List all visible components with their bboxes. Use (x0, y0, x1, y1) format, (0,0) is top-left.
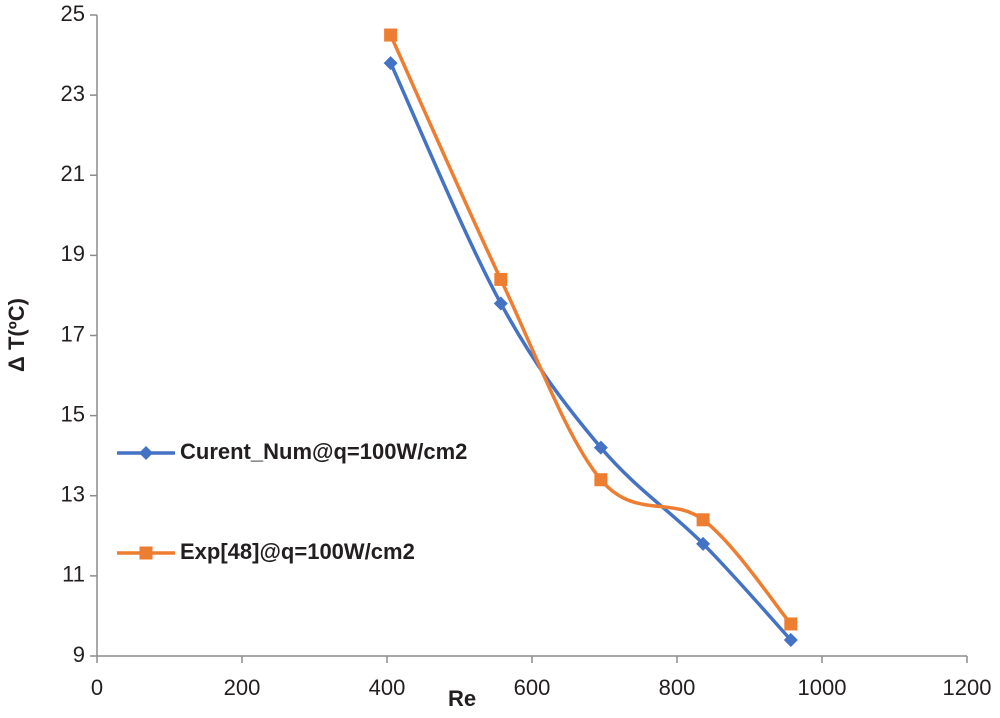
x-tick-label: 1000 (798, 675, 847, 700)
marker (696, 513, 710, 527)
y-tick-label: 15 (61, 401, 85, 426)
x-tick-label: 600 (514, 675, 551, 700)
legend-marker (139, 546, 153, 560)
y-tick-label: 11 (62, 562, 85, 587)
y-tick-label: 19 (61, 241, 85, 266)
x-tick-label: 200 (224, 675, 261, 700)
x-tick-label: 0 (91, 675, 103, 700)
x-tick-label: 800 (659, 675, 696, 700)
marker (494, 272, 508, 286)
marker (383, 56, 398, 71)
series-line (389, 34, 793, 626)
marker (784, 617, 798, 631)
legend-label: Curent_Num@q=100W/cm2 (180, 439, 467, 464)
legend-marker (139, 446, 153, 460)
marker (384, 28, 398, 42)
y-tick-label: 9 (73, 642, 85, 667)
x-tick-label: 400 (369, 675, 406, 700)
y-tick-label: 17 (61, 321, 85, 346)
y-tick-label: 25 (61, 1, 85, 26)
marker (593, 440, 608, 455)
marker (783, 632, 798, 647)
x-axis-label: Re (448, 686, 476, 711)
legend-label: Exp[48]@q=100W/cm2 (180, 539, 415, 564)
y-tick-label: 21 (61, 161, 85, 186)
y-tick-label: 13 (61, 482, 85, 507)
series-line (389, 62, 793, 642)
marker (493, 296, 508, 311)
x-tick-label: 1200 (943, 675, 992, 700)
marker (696, 536, 711, 551)
y-tick-label: 23 (61, 81, 85, 106)
y-axis-label: Δ T(ºC) (4, 298, 29, 372)
marker (594, 473, 608, 487)
